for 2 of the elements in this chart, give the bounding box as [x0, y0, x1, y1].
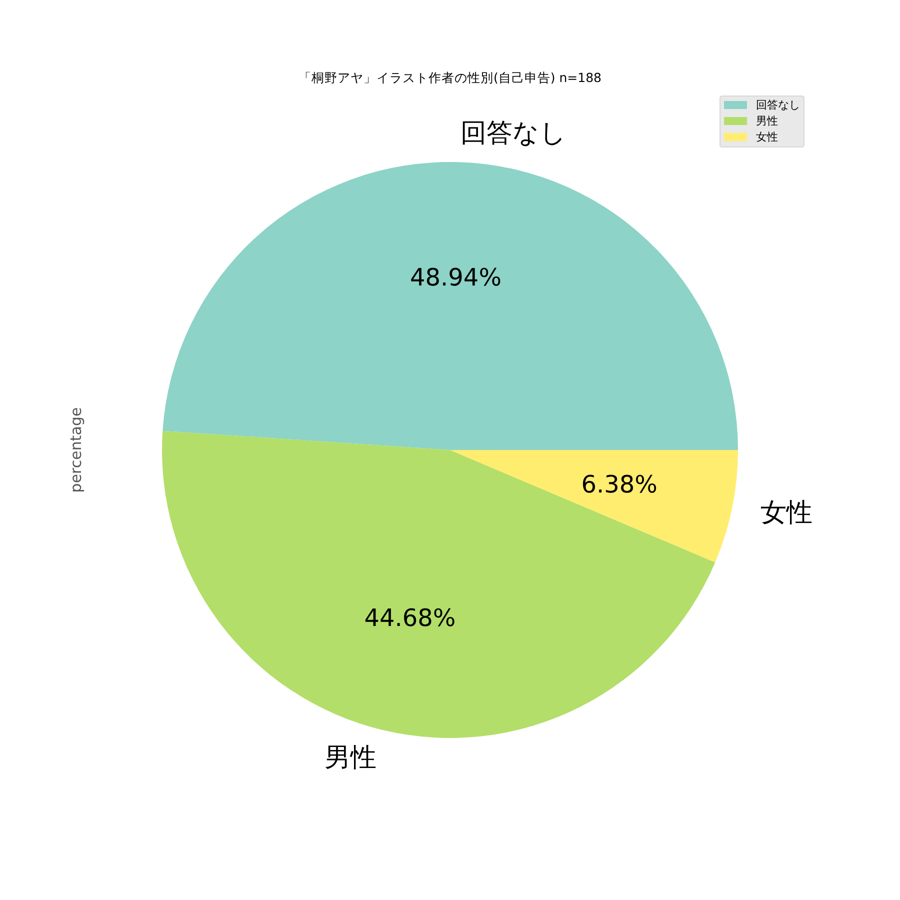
ylabel: percentage — [67, 407, 85, 493]
title: 「桐野アヤ」イラスト作者の性別(自己申告) n=188 — [298, 70, 602, 85]
